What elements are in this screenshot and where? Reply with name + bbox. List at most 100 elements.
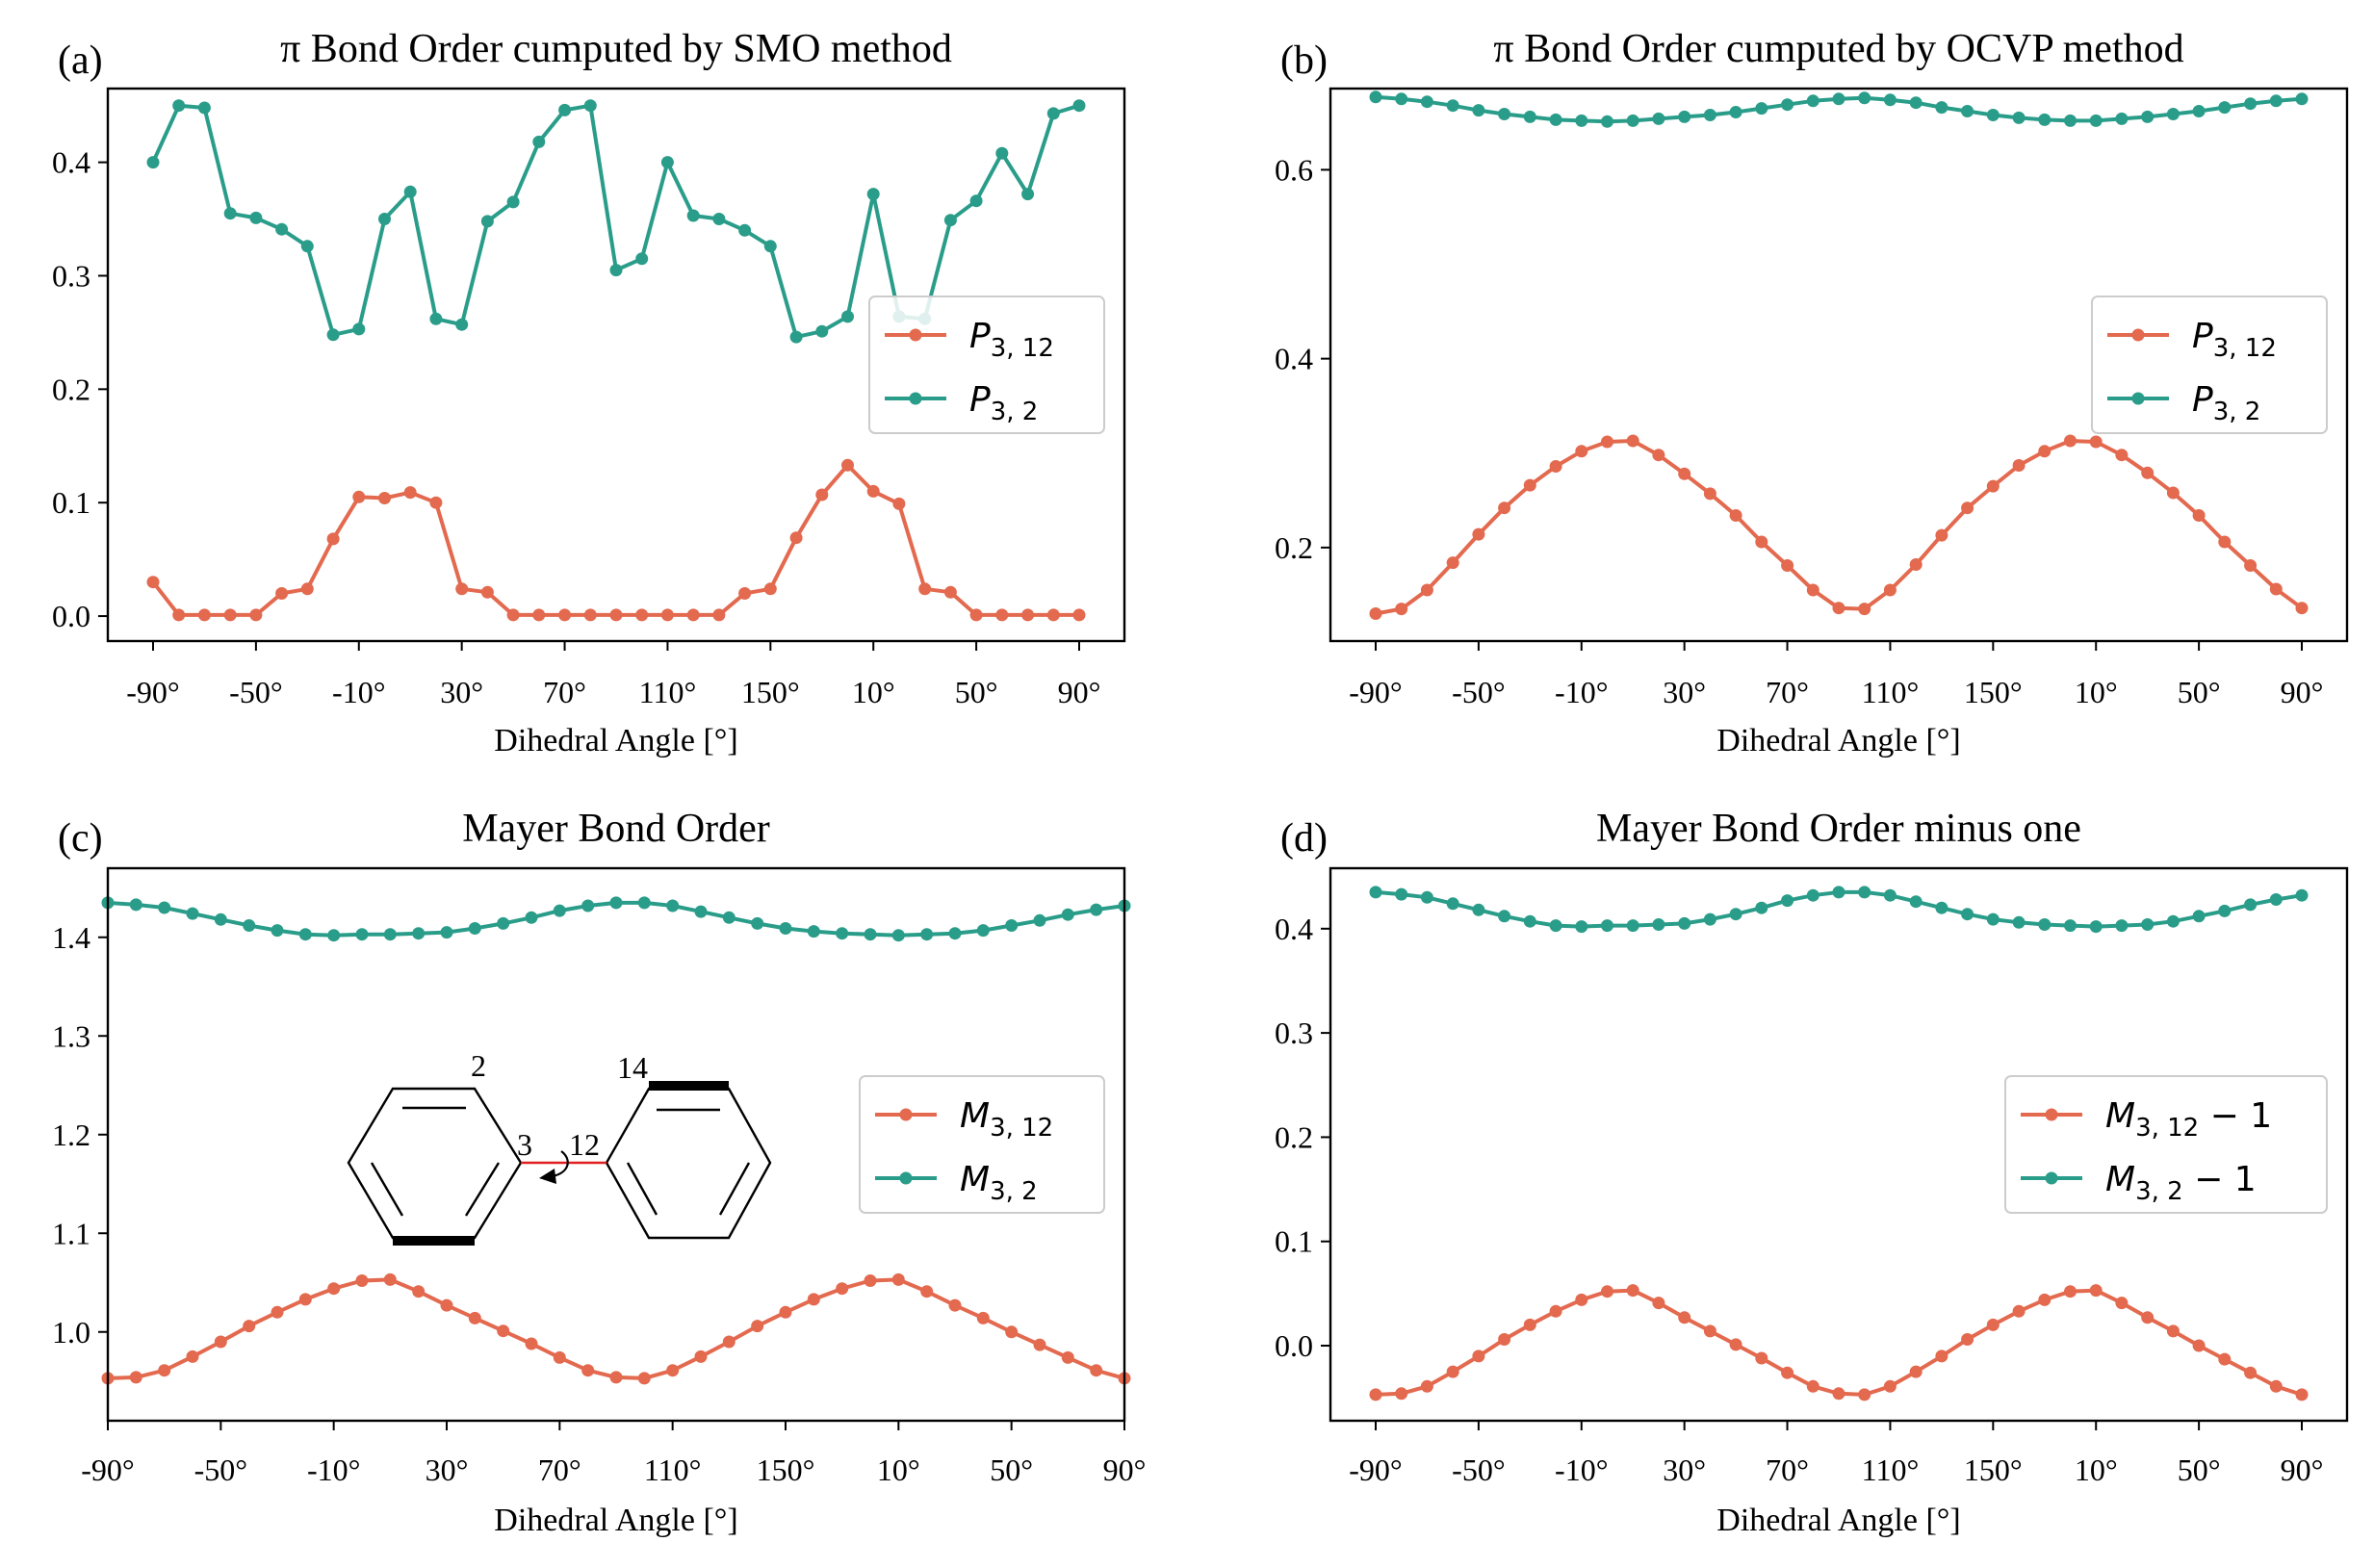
- data-point: [1883, 888, 1897, 902]
- data-point: [1678, 1311, 1691, 1324]
- data-point: [249, 608, 263, 622]
- legend-box: [2004, 1075, 2328, 1214]
- data-point: [429, 496, 443, 509]
- data-point: [1883, 1379, 1897, 1393]
- x-tick-label: -50°: [1452, 1452, 1505, 1487]
- data-point: [1420, 583, 1433, 597]
- legend-label: M3, 12 − 1: [2105, 1096, 2272, 1143]
- data-point: [1575, 920, 1588, 934]
- data-point: [223, 608, 237, 622]
- data-point: [2166, 108, 2180, 120]
- x-tick-label: 70°: [1766, 675, 1809, 709]
- data-point: [497, 1324, 510, 1338]
- data-point: [1021, 608, 1035, 622]
- rotation-arrowhead: [539, 1169, 556, 1184]
- data-point: [1446, 99, 1459, 113]
- data-point: [1626, 434, 1639, 448]
- legend-label-subscript: 3, 12: [991, 334, 1054, 363]
- data-point: [1549, 460, 1562, 473]
- legend-swatch-marker: [2131, 392, 2145, 405]
- series-line-0: [1375, 439, 2304, 616]
- data-point: [686, 209, 700, 222]
- data-point: [976, 924, 990, 938]
- data-point: [1033, 1338, 1046, 1351]
- legend-label-subscript: 3, 2: [2135, 1177, 2183, 1206]
- x-tick-label: -90°: [1349, 675, 1402, 709]
- data-point: [836, 1282, 849, 1296]
- data-point: [455, 582, 469, 596]
- y-tick-label: 1.4: [52, 920, 90, 955]
- legend-swatch-marker: [909, 392, 922, 405]
- chart-panel-b: (b) π Bond Order cumputed by OCVP method -…: [1275, 27, 2349, 758]
- data-point: [1061, 1350, 1074, 1364]
- x-tick-label: -90°: [126, 675, 179, 709]
- data-point: [1703, 109, 1716, 121]
- y-tick-label: 0.4: [1275, 912, 1313, 946]
- data-point: [635, 608, 649, 622]
- x-axis-label: Dihedral Angle [°]: [494, 723, 737, 758]
- x-tick-label: 90°: [1058, 675, 1101, 709]
- panel-label: (a): [58, 39, 103, 83]
- data-point: [1832, 1387, 1845, 1401]
- data-point: [1395, 887, 1408, 901]
- x-tick-label: -10°: [332, 675, 385, 709]
- phenyl-ring-right: [605, 1087, 772, 1240]
- x-tick-label: 50°: [2178, 675, 2221, 709]
- y-tick-label: 0.3: [1275, 1015, 1313, 1050]
- data-point: [326, 532, 340, 546]
- data-point: [1523, 914, 1536, 928]
- data-point: [660, 156, 674, 169]
- data-point: [807, 1293, 820, 1306]
- data-point: [129, 1371, 142, 1384]
- data-point: [738, 587, 752, 600]
- x-tick-label: 90°: [1103, 1452, 1147, 1487]
- legend-label-base: P: [2192, 380, 2213, 420]
- data-point: [1935, 101, 1948, 115]
- data-point: [969, 608, 983, 622]
- legend-label: P3, 12: [2192, 317, 2277, 363]
- data-point: [995, 608, 1009, 622]
- data-point: [1005, 1325, 1019, 1339]
- data-point: [271, 1305, 284, 1319]
- legend-swatch-marker: [2131, 328, 2145, 342]
- data-point: [506, 195, 520, 209]
- data-point: [2192, 105, 2206, 117]
- data-point: [146, 156, 160, 169]
- data-point: [1986, 109, 2000, 121]
- x-tick-label: 110°: [639, 675, 697, 709]
- x-tick-label: 50°: [955, 675, 998, 709]
- data-point: [583, 99, 597, 113]
- data-point: [468, 922, 481, 935]
- panel-label: (c): [58, 816, 103, 861]
- data-point: [1703, 487, 1716, 501]
- data-point: [2295, 888, 2309, 902]
- legend-label-subscript: 3, 2: [2213, 398, 2261, 426]
- legend-label-suffix: − 1: [2183, 1160, 2257, 1199]
- data-point: [1781, 98, 1794, 112]
- data-point: [2244, 1366, 2258, 1379]
- data-point: [2012, 111, 2026, 124]
- panel-label: (d): [1280, 816, 1328, 861]
- data-point: [480, 585, 494, 599]
- data-point: [1420, 1379, 1433, 1393]
- data-point: [1755, 1351, 1768, 1365]
- data-point: [583, 608, 597, 622]
- chart-title: π Bond Order cumputed by SMO method: [280, 27, 952, 71]
- data-point: [1729, 106, 1742, 118]
- x-tick-label: -50°: [229, 675, 282, 709]
- x-axis-label: Dihedral Angle [°]: [1716, 1503, 1960, 1538]
- legend-label-base: M: [2105, 1160, 2135, 1199]
- y-tick-label: 1.3: [52, 1018, 90, 1053]
- series-line-0: [107, 1277, 1125, 1380]
- data-point: [789, 531, 803, 545]
- data-point: [2089, 114, 2103, 127]
- y-tick-label: 0.0: [1275, 1328, 1313, 1363]
- x-tick-label: 30°: [1663, 675, 1706, 709]
- data-point: [2089, 920, 2103, 934]
- data-point: [1626, 114, 1639, 127]
- data-point: [866, 188, 880, 201]
- data-point: [1498, 1333, 1511, 1346]
- data-point: [1033, 913, 1046, 927]
- data-point: [609, 264, 623, 277]
